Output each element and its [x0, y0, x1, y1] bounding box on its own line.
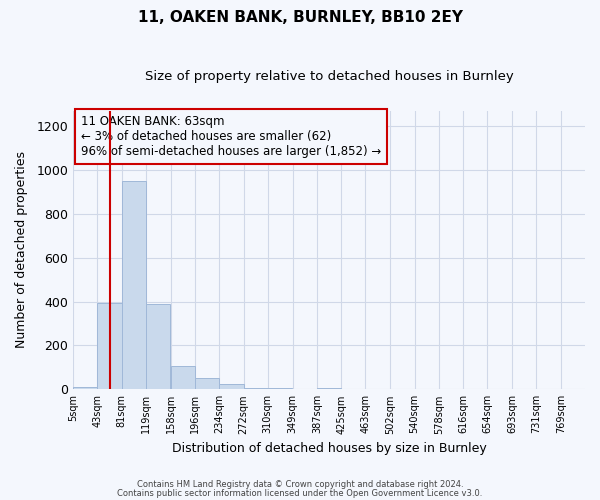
Bar — [73, 387, 97, 390]
Text: Contains HM Land Registry data © Crown copyright and database right 2024.: Contains HM Land Registry data © Crown c… — [137, 480, 463, 489]
Title: Size of property relative to detached houses in Burnley: Size of property relative to detached ho… — [145, 70, 514, 83]
Text: Contains public sector information licensed under the Open Government Licence v3: Contains public sector information licen… — [118, 488, 482, 498]
Bar — [122, 181, 146, 390]
Bar — [317, 388, 341, 390]
Y-axis label: Number of detached properties: Number of detached properties — [15, 152, 28, 348]
Bar — [268, 388, 292, 390]
Text: 11 OAKEN BANK: 63sqm
← 3% of detached houses are smaller (62)
96% of semi-detach: 11 OAKEN BANK: 63sqm ← 3% of detached ho… — [81, 114, 381, 158]
Text: 11, OAKEN BANK, BURNLEY, BB10 2EY: 11, OAKEN BANK, BURNLEY, BB10 2EY — [137, 10, 463, 25]
Bar — [97, 302, 122, 390]
Bar — [244, 388, 268, 390]
Bar — [146, 304, 170, 390]
X-axis label: Distribution of detached houses by size in Burnley: Distribution of detached houses by size … — [172, 442, 487, 455]
Bar — [171, 366, 195, 390]
Bar — [195, 378, 219, 390]
Bar — [219, 384, 244, 390]
